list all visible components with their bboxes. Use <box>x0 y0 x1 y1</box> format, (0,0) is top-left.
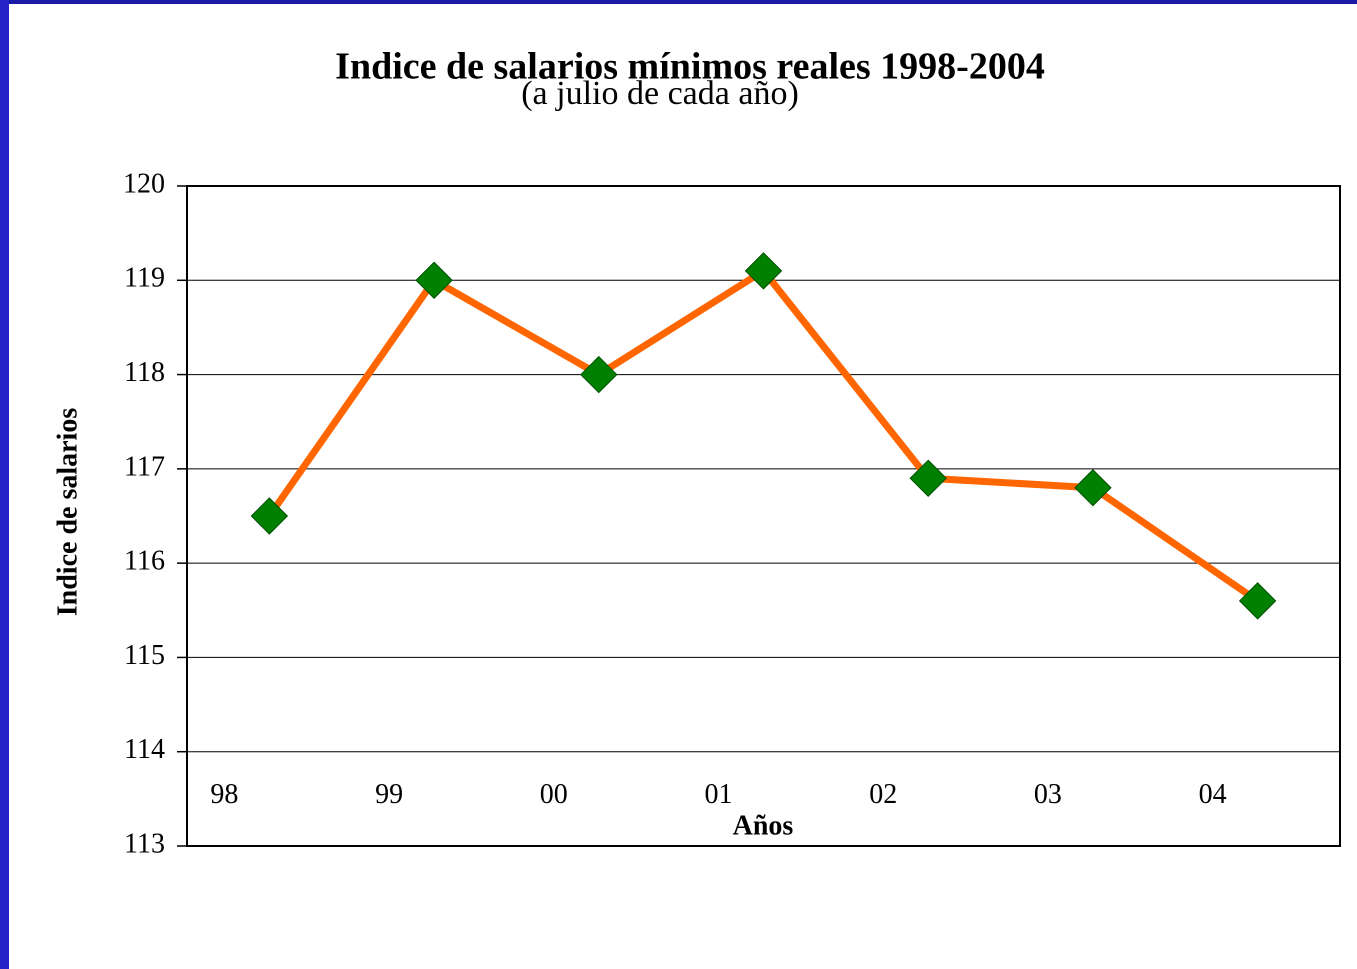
y-tick-label: 115 <box>124 640 165 671</box>
marker <box>1074 469 1112 507</box>
x-tick-label: 02 <box>869 779 897 810</box>
y-tick-label: 118 <box>124 357 165 388</box>
x-axis-label: Años <box>733 810 794 841</box>
y-tick-label: 113 <box>124 828 165 859</box>
y-tick-label: 114 <box>124 734 165 765</box>
marker <box>909 459 947 497</box>
y-tick-label: 116 <box>124 546 165 577</box>
chart-title: Indice de salarios mínimos reales 1998-2… <box>335 46 1045 88</box>
y-tick-label: 119 <box>124 263 165 294</box>
y-tick-label: 120 <box>123 168 165 199</box>
x-tick-label: 03 <box>1034 779 1062 810</box>
marker <box>250 497 289 535</box>
marker <box>1238 582 1277 620</box>
marker <box>580 355 618 394</box>
y-axis-label: Indice de salarios <box>52 408 83 617</box>
plot-border <box>186 185 1341 847</box>
frame-top <box>0 0 1357 4</box>
x-tick-label: 01 <box>705 779 733 810</box>
y-tick-label: 117 <box>124 451 165 482</box>
chart-subtitle: (a julio de cada año) <box>521 75 799 112</box>
x-tick-label: 98 <box>210 779 238 810</box>
x-tick-label: 04 <box>1199 779 1227 810</box>
frame-left <box>0 0 9 969</box>
x-tick-label: 99 <box>375 779 403 810</box>
marker <box>744 252 783 290</box>
marker <box>415 261 453 299</box>
x-tick-label: 00 <box>540 779 568 810</box>
